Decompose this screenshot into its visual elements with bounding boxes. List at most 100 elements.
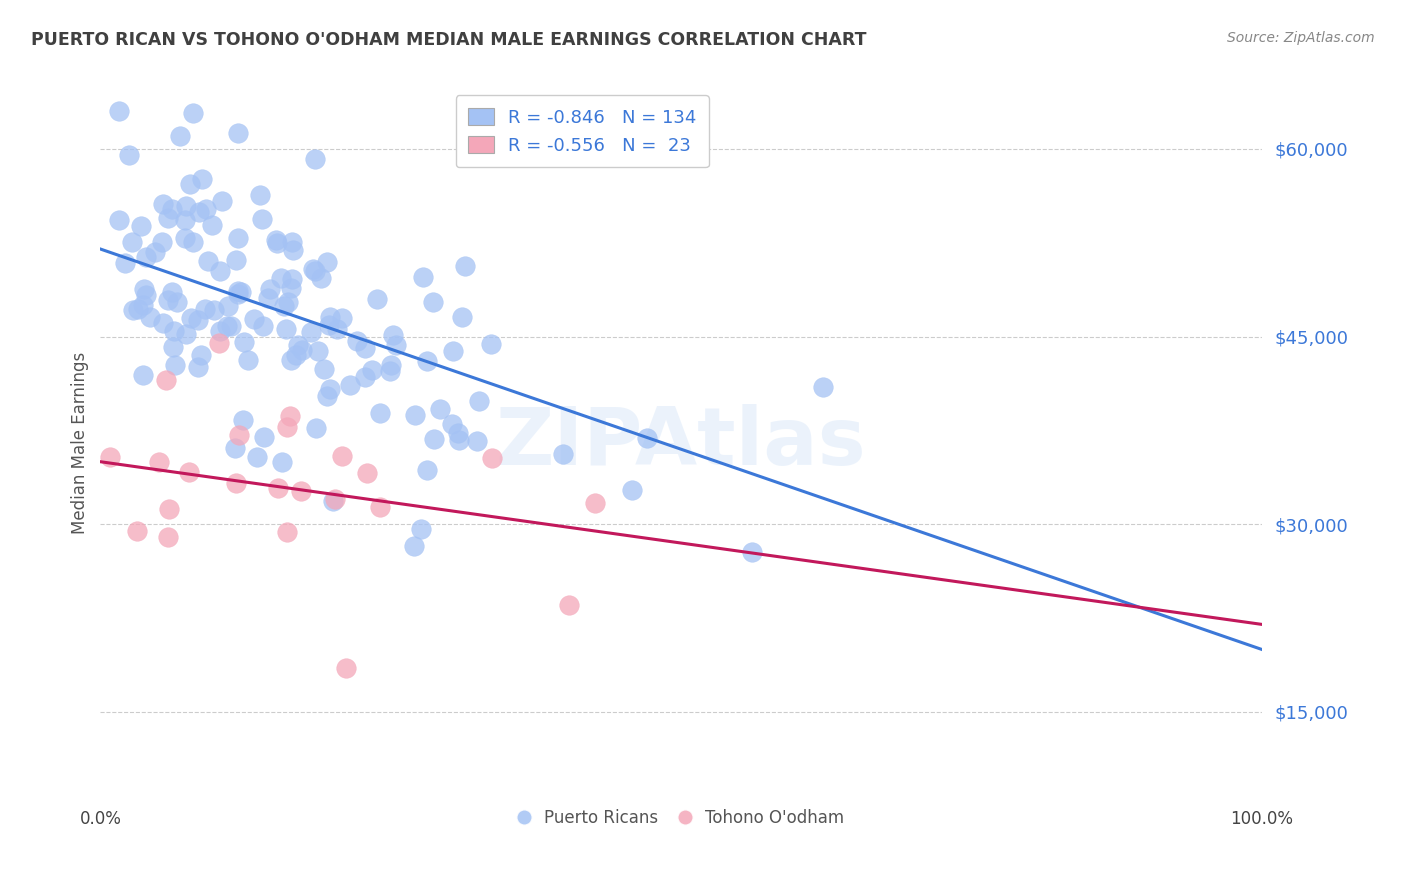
- Legend: Puerto Ricans, Tohono O'odham: Puerto Ricans, Tohono O'odham: [510, 803, 851, 834]
- Point: [181, 106, 204, 120]
- Point: [135, 250, 157, 264]
- Point: [166, 294, 188, 309]
- Point: [226, 231, 249, 245]
- Point: [583, 496, 606, 510]
- Point: [467, 393, 489, 408]
- Point: [224, 441, 246, 455]
- Point: [302, 262, 325, 277]
- Point: [416, 353, 439, 368]
- Point: [290, 483, 312, 498]
- Point: [264, 233, 287, 247]
- Point: [129, 219, 152, 233]
- Point: [156, 530, 179, 544]
- Point: [330, 450, 353, 464]
- Point: [174, 212, 197, 227]
- Point: [277, 294, 299, 309]
- Point: [318, 318, 340, 333]
- Point: [217, 319, 239, 334]
- Point: [276, 420, 298, 434]
- Point: [280, 281, 302, 295]
- Point: [190, 348, 212, 362]
- Point: [319, 310, 342, 324]
- Point: [319, 382, 342, 396]
- Point: [211, 194, 233, 209]
- Point: [384, 338, 406, 352]
- Point: [132, 368, 155, 382]
- Point: [274, 322, 297, 336]
- Point: [179, 177, 201, 191]
- Point: [278, 409, 301, 424]
- Point: [152, 197, 174, 211]
- Point: [305, 421, 328, 435]
- Point: [194, 302, 217, 317]
- Text: ZIPAtlas: ZIPAtlas: [495, 404, 866, 482]
- Point: [252, 212, 274, 227]
- Point: [174, 230, 197, 244]
- Point: [285, 348, 308, 362]
- Point: [121, 302, 143, 317]
- Point: [304, 264, 326, 278]
- Point: [281, 271, 304, 285]
- Y-axis label: Median Male Earnings: Median Male Earnings: [72, 351, 89, 534]
- Point: [316, 255, 339, 269]
- Point: [226, 287, 249, 301]
- Point: [160, 285, 183, 300]
- Point: [252, 319, 274, 334]
- Point: [283, 244, 305, 258]
- Point: [121, 235, 143, 249]
- Point: [741, 545, 763, 559]
- Point: [404, 408, 426, 422]
- Point: [226, 284, 249, 298]
- Point: [551, 447, 574, 461]
- Point: [217, 299, 239, 313]
- Point: [253, 430, 276, 444]
- Point: [163, 324, 186, 338]
- Point: [181, 235, 204, 249]
- Point: [312, 362, 335, 376]
- Point: [201, 218, 224, 232]
- Point: [267, 481, 290, 495]
- Point: [368, 500, 391, 515]
- Point: [422, 295, 444, 310]
- Point: [132, 298, 155, 312]
- Point: [145, 244, 167, 259]
- Point: [169, 128, 191, 143]
- Point: [381, 327, 404, 342]
- Point: [165, 358, 187, 372]
- Point: [330, 311, 353, 326]
- Point: [127, 301, 149, 316]
- Point: [451, 310, 474, 324]
- Point: [447, 433, 470, 447]
- Point: [366, 292, 388, 306]
- Point: [179, 466, 201, 480]
- Text: Source: ZipAtlas.com: Source: ZipAtlas.com: [1227, 31, 1375, 45]
- Point: [273, 299, 295, 313]
- Point: [162, 340, 184, 354]
- Point: [98, 450, 121, 465]
- Point: [447, 425, 470, 440]
- Point: [368, 406, 391, 420]
- Point: [309, 271, 332, 285]
- Point: [180, 310, 202, 325]
- Point: [266, 236, 288, 251]
- Point: [326, 321, 349, 335]
- Point: [276, 525, 298, 540]
- Point: [225, 475, 247, 490]
- Point: [138, 310, 160, 324]
- Point: [187, 360, 209, 375]
- Point: [280, 352, 302, 367]
- Point: [270, 455, 292, 469]
- Point: [304, 153, 326, 167]
- Point: [380, 364, 402, 378]
- Point: [150, 235, 173, 250]
- Point: [335, 661, 357, 675]
- Point: [411, 522, 433, 536]
- Point: [356, 466, 378, 480]
- Point: [197, 254, 219, 268]
- Point: [225, 253, 247, 268]
- Point: [232, 334, 254, 349]
- Point: [441, 417, 464, 431]
- Point: [415, 463, 437, 477]
- Point: [270, 270, 292, 285]
- Point: [354, 370, 377, 384]
